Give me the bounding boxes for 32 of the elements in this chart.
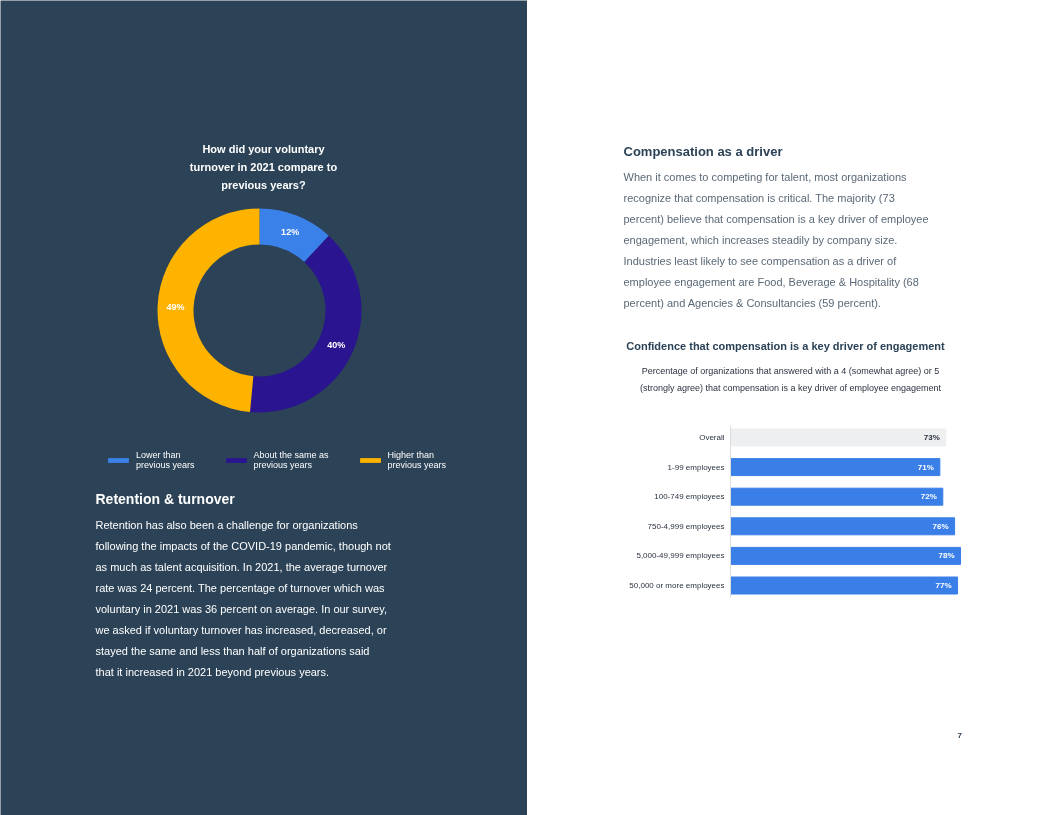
bar bbox=[730, 487, 944, 506]
data-label: 72% bbox=[920, 492, 937, 502]
y-tick-label: 1-99 employees bbox=[667, 462, 725, 472]
y-tick-label: 50,000 or more employees bbox=[629, 581, 725, 590]
bar bbox=[730, 546, 961, 565]
bar bbox=[730, 517, 956, 536]
y-tick-label: 750-4,999 employees bbox=[647, 521, 725, 531]
legend-label: Higher than previous years bbox=[387, 450, 447, 470]
data-label: 40% bbox=[327, 339, 346, 350]
data-label: 71% bbox=[917, 462, 934, 472]
bar bbox=[730, 458, 941, 477]
text: Retention has also been a challenge for organizations following the impacts of the COVID-19 pandemic, though not as much as talent acquisition. In 2021, the average turnover rate was 24 percent. The percentage of turnover which was voluntary in 2021 was 36 percent on average. In our survey, we asked if voluntary turnover has increased, decreased, or stayed the same and less than half of organizations said that it increased in 2021 beyond previous years. bbox=[94, 518, 391, 678]
y-tick-label: 100-749 employees bbox=[654, 492, 725, 502]
data-label: 12% bbox=[281, 227, 300, 238]
bar bbox=[730, 428, 947, 447]
data-label: 73% bbox=[923, 433, 940, 442]
text: Retention & turnover bbox=[95, 490, 236, 507]
y-tick-label: Overall bbox=[699, 433, 725, 442]
legend-label: About the same as previous years bbox=[253, 450, 329, 470]
y-tick-label: 5,000-49,999 employees bbox=[636, 551, 725, 561]
data-label: 76% bbox=[932, 521, 949, 531]
text: When it comes to competing for talent, most organizations recognize that compensation is critical. The majority (73 percent) believe that compensation is a key driver of employee engagement, which increases steadily by company size. Industries least likely to see compensation as a driver of employee engagement are Food, Beverage & Hospitality (68 percent) and Agencies & Consultancies (59 percent). bbox=[623, 170, 929, 309]
data-label: 49% bbox=[166, 301, 185, 312]
data-label: 78% bbox=[938, 551, 955, 561]
text: Compensation as a driver bbox=[623, 143, 783, 159]
text: 7 bbox=[957, 730, 963, 740]
legend-label: Lower than previous years bbox=[136, 450, 195, 470]
chart-title: How did your voluntary turnover in 2021 compare to previous years? bbox=[189, 142, 338, 191]
chart-title: Confidence that compensation is a key driver of engagement bbox=[626, 339, 946, 352]
bar bbox=[730, 576, 959, 595]
data-label: 77% bbox=[935, 581, 952, 590]
chart-subtitle: Percentage of organizations that answered with a 4 (somewhat agree) or 5 (strongly agree) that compensation is a key driver of employee engagement bbox=[639, 365, 942, 393]
